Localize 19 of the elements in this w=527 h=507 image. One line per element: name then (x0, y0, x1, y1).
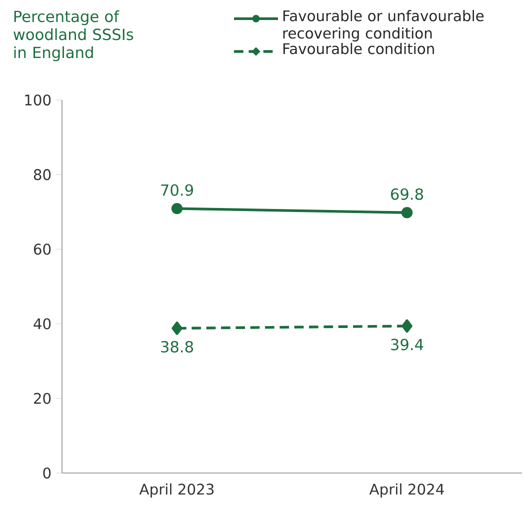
y-tick-label: 80 (34, 169, 51, 180)
point (401, 207, 413, 218)
x-tick-label: April 2023 (139, 483, 214, 498)
x-tick-label: April 2024 (369, 483, 444, 498)
chart-title: Percentage of woodland SSSIs in England (14, 10, 134, 62)
y-tick-label: 40 (34, 318, 51, 330)
y-tick-label: 20 (34, 392, 51, 404)
point (402, 319, 412, 333)
point (171, 202, 183, 214)
data-label: 70.9 (161, 184, 193, 196)
data-label: 39.4 (391, 338, 424, 350)
data-label: 69.8 (391, 188, 424, 200)
data-label: 38.8 (161, 340, 194, 353)
y-tick-label: 0 (43, 467, 51, 479)
y-tick-label: 100 (25, 94, 51, 106)
y-tick-label: 60 (34, 244, 51, 255)
point (172, 322, 182, 335)
legend-label: Favourable or unfavourable recovering condition (283, 10, 484, 42)
legend-label: Favourable condition (283, 42, 434, 54)
